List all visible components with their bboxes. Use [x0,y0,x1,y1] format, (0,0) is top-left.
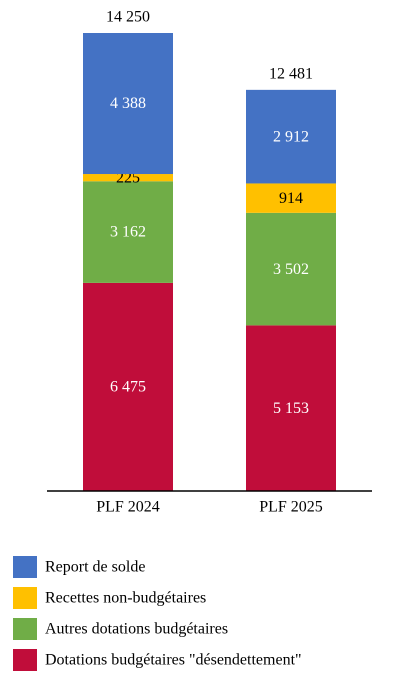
value-label: 3 502 [273,261,309,278]
value-label: 914 [279,190,303,207]
legend-label: Dotations budgétaires "désendettement" [45,652,302,669]
bar-segment [246,212,336,326]
legend-swatch [13,649,37,671]
legend-label: Recettes non-budgétaires [45,590,206,607]
bar-segment [83,282,173,491]
bar-segment [83,33,173,175]
legend-label: Report de solde [45,559,145,576]
value-label: 3 162 [110,224,146,241]
bar-segment [246,183,336,213]
total-label: 14 250 [106,9,150,26]
bar-segment [246,325,336,491]
legend-swatch [13,618,37,640]
value-label: 6 475 [110,379,146,396]
bar-segment [83,174,173,182]
bar-segment [83,181,173,283]
x-tick-label: PLF 2025 [259,499,323,516]
legend-label: Autres dotations budgétaires [45,621,228,638]
value-label: 4 388 [110,95,146,112]
value-label: 5 153 [273,400,309,417]
bar-segment [246,89,336,184]
legend-swatch [13,587,37,609]
total-label: 12 481 [269,66,313,83]
value-label: 2 912 [273,128,309,145]
legend-swatch [13,556,37,578]
x-tick-label: PLF 2024 [96,499,160,516]
